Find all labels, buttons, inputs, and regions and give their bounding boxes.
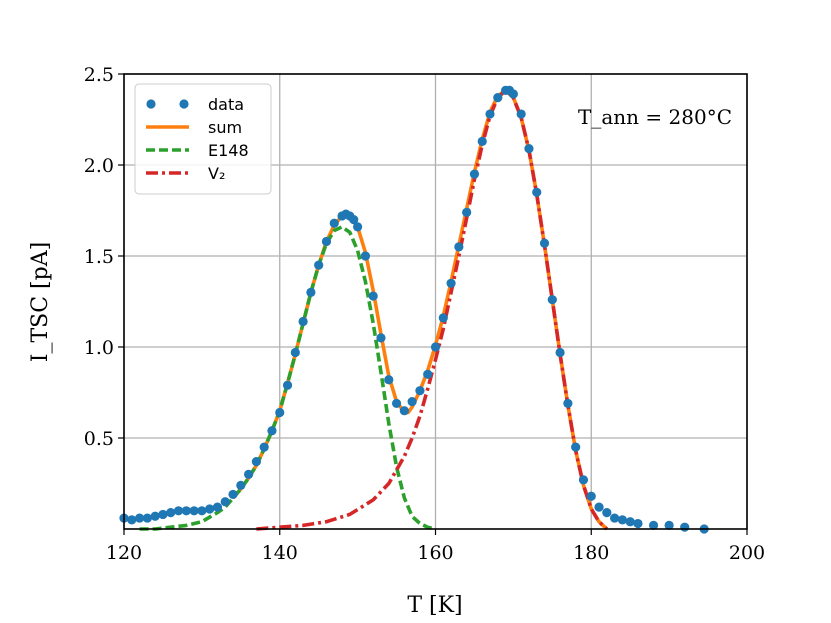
data-point	[189, 506, 199, 516]
x-tick-label: 200	[729, 542, 765, 564]
data-point	[415, 386, 425, 396]
data-point	[142, 513, 152, 523]
data-point	[384, 375, 394, 385]
y-axis-label: I_TSC [pA]	[28, 242, 53, 362]
series-line-e148	[139, 225, 436, 531]
data-point	[664, 520, 674, 530]
data-point	[314, 260, 324, 270]
data-point	[173, 506, 184, 516]
data-point	[282, 380, 293, 390]
data-point	[578, 475, 589, 485]
data-point	[306, 287, 316, 297]
data-point	[290, 347, 300, 358]
legend-marker	[146, 99, 156, 109]
data-point	[610, 513, 620, 523]
legend-label: data	[208, 95, 244, 114]
legend-box	[134, 83, 272, 195]
data-point	[571, 442, 581, 452]
data-point	[563, 398, 573, 409]
data-point	[298, 316, 308, 327]
ticks: 120 140 160 180 200 0.5 1.0 1.5 2.0 2.5	[84, 64, 765, 564]
data-point	[407, 397, 417, 407]
data-point	[469, 169, 480, 179]
data-point	[134, 513, 145, 523]
data-point	[321, 236, 332, 247]
data-point	[368, 291, 378, 301]
data-point	[462, 207, 472, 217]
legend: data sum E148 V₂	[134, 83, 272, 195]
y-tick-label: 2.5	[84, 64, 114, 86]
data-point	[680, 522, 690, 532]
data-point	[454, 242, 464, 252]
data-point	[158, 509, 168, 520]
data-point	[555, 347, 565, 358]
series-line-sum	[231, 88, 609, 531]
data-point	[477, 136, 487, 146]
data-point	[228, 489, 238, 500]
y-tick-label: 1.5	[84, 246, 114, 268]
data-point	[594, 502, 604, 512]
data-point	[275, 407, 285, 418]
data-point	[236, 480, 246, 490]
series-line-v	[256, 88, 609, 531]
data-point	[423, 369, 433, 379]
data-point	[166, 508, 176, 518]
data-point	[508, 89, 518, 99]
data-point	[329, 218, 339, 228]
data-point	[212, 502, 223, 512]
data-point	[205, 504, 215, 514]
data-point	[220, 497, 230, 507]
data-point	[150, 511, 160, 521]
data-point	[516, 109, 526, 119]
data-point	[349, 215, 359, 225]
data-point	[399, 406, 409, 416]
data-point	[617, 515, 628, 525]
data-point	[493, 93, 503, 103]
data-point	[391, 398, 402, 409]
data-point	[259, 442, 269, 452]
data-point	[532, 187, 542, 197]
x-tick-label: 160	[417, 542, 453, 564]
legend-label: V₂	[208, 164, 225, 183]
data-point	[485, 109, 495, 119]
legend-marker	[179, 99, 189, 109]
legend-label: E148	[208, 141, 249, 160]
y-tick-label: 2.0	[84, 155, 114, 177]
data-point	[244, 469, 254, 479]
data-point	[197, 506, 207, 516]
data-point	[353, 222, 363, 232]
data-point	[181, 506, 191, 516]
data-point	[127, 515, 137, 525]
data-point	[430, 342, 441, 352]
plot-area	[119, 85, 709, 534]
annealing-annotation: T_ann = 280°C	[578, 105, 732, 129]
data-point	[360, 251, 371, 261]
y-tick-label: 0.5	[84, 428, 114, 450]
x-axis-label: T [K]	[407, 593, 462, 618]
legend-label: sum	[208, 118, 242, 137]
data-point	[547, 295, 557, 305]
data-point	[602, 508, 612, 518]
data-point	[633, 518, 643, 529]
data-point	[251, 457, 261, 467]
data-point	[446, 278, 456, 288]
data-point	[648, 520, 659, 530]
x-tick-label: 140	[262, 542, 298, 564]
x-tick-label: 180	[573, 542, 609, 564]
x-tick-label: 120	[106, 542, 142, 564]
data-point	[539, 238, 550, 248]
data-point	[438, 313, 448, 323]
data-point	[376, 333, 386, 343]
data-point	[625, 517, 635, 527]
axes-frame	[123, 73, 748, 530]
data-point	[524, 144, 534, 154]
y-tick-label: 1.0	[84, 337, 114, 359]
data-point	[267, 426, 277, 436]
data-point	[586, 491, 596, 501]
